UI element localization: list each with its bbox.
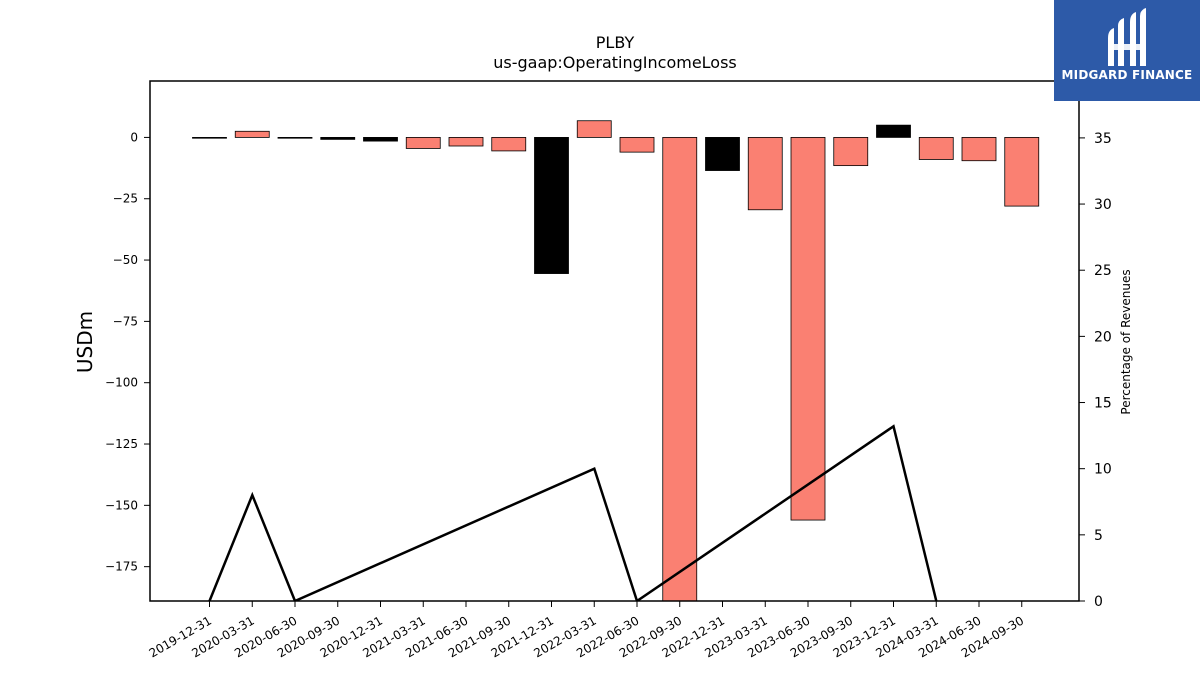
bar-2021-06-30 xyxy=(448,137,484,147)
bar-2022-06-30 xyxy=(619,137,655,153)
y-axis-right-label: Percentage of Revenues xyxy=(1119,269,1133,414)
y-tick-label: −75 xyxy=(113,314,138,328)
y-tick-label: −50 xyxy=(113,253,138,267)
plot-layer: 0 −25 −50 −75 −100 −125 −150 −175 0 5 10 15 20 25 30 35… xyxy=(105,120,1112,660)
bar-2021-03-31 xyxy=(405,137,441,149)
bar-group xyxy=(192,120,1040,601)
y-tick-label: −125 xyxy=(105,437,138,451)
y-right-tick-label: 5 xyxy=(1094,528,1103,544)
logo-text: MIDGARD FINANCE xyxy=(1061,68,1193,82)
logo-mark-icon xyxy=(1108,8,1146,66)
bar-2020-06-30 xyxy=(277,137,313,139)
y-tick-label: −100 xyxy=(105,376,138,390)
bar-2022-12-31 xyxy=(705,137,740,171)
y-right-tick-label: 35 xyxy=(1094,131,1112,147)
bar-2023-03-31 xyxy=(747,137,783,211)
plot-frame xyxy=(149,80,1080,602)
y-tick-label: −25 xyxy=(113,192,138,206)
chart-subtitle: us-gaap:OperatingIncomeLoss xyxy=(493,53,737,72)
bar-2023-09-30 xyxy=(833,137,869,167)
percentage-line xyxy=(208,424,938,601)
bar-2023-06-30 xyxy=(790,137,826,521)
y-right-tick-label: 25 xyxy=(1094,263,1112,279)
bar-2023-12-31 xyxy=(876,124,911,138)
bar-2024-03-31 xyxy=(918,137,954,160)
midgard-finance-logo: MIDGARD FINANCE xyxy=(1054,0,1200,101)
bar-2022-03-31 xyxy=(576,120,612,138)
y-right-tick-label: 10 xyxy=(1094,462,1112,478)
bar-2024-06-30 xyxy=(961,137,997,162)
bar-2021-09-30 xyxy=(491,137,527,152)
y-right-tick-label: 20 xyxy=(1094,329,1112,345)
y-tick-label: −175 xyxy=(105,560,138,574)
y-axis-label: USDm xyxy=(73,311,97,373)
y-right-tick-label: 15 xyxy=(1094,396,1112,412)
bar-2022-09-30 xyxy=(662,137,698,601)
y-right-tick-label: 30 xyxy=(1094,197,1112,213)
bar-2021-12-31 xyxy=(534,137,569,274)
bar-2024-09-30 xyxy=(1004,137,1040,207)
bar-2020-09-30 xyxy=(320,137,356,140)
chart-title: PLBY xyxy=(596,33,635,52)
bar-2020-12-31 xyxy=(363,137,398,142)
bar-2019-12-31 xyxy=(192,137,227,139)
y-tick-label: −150 xyxy=(105,498,138,512)
bar-2020-03-31 xyxy=(234,130,270,138)
y-right-tick-label: 0 xyxy=(1094,594,1103,610)
y-tick-label: 0 xyxy=(130,130,138,144)
